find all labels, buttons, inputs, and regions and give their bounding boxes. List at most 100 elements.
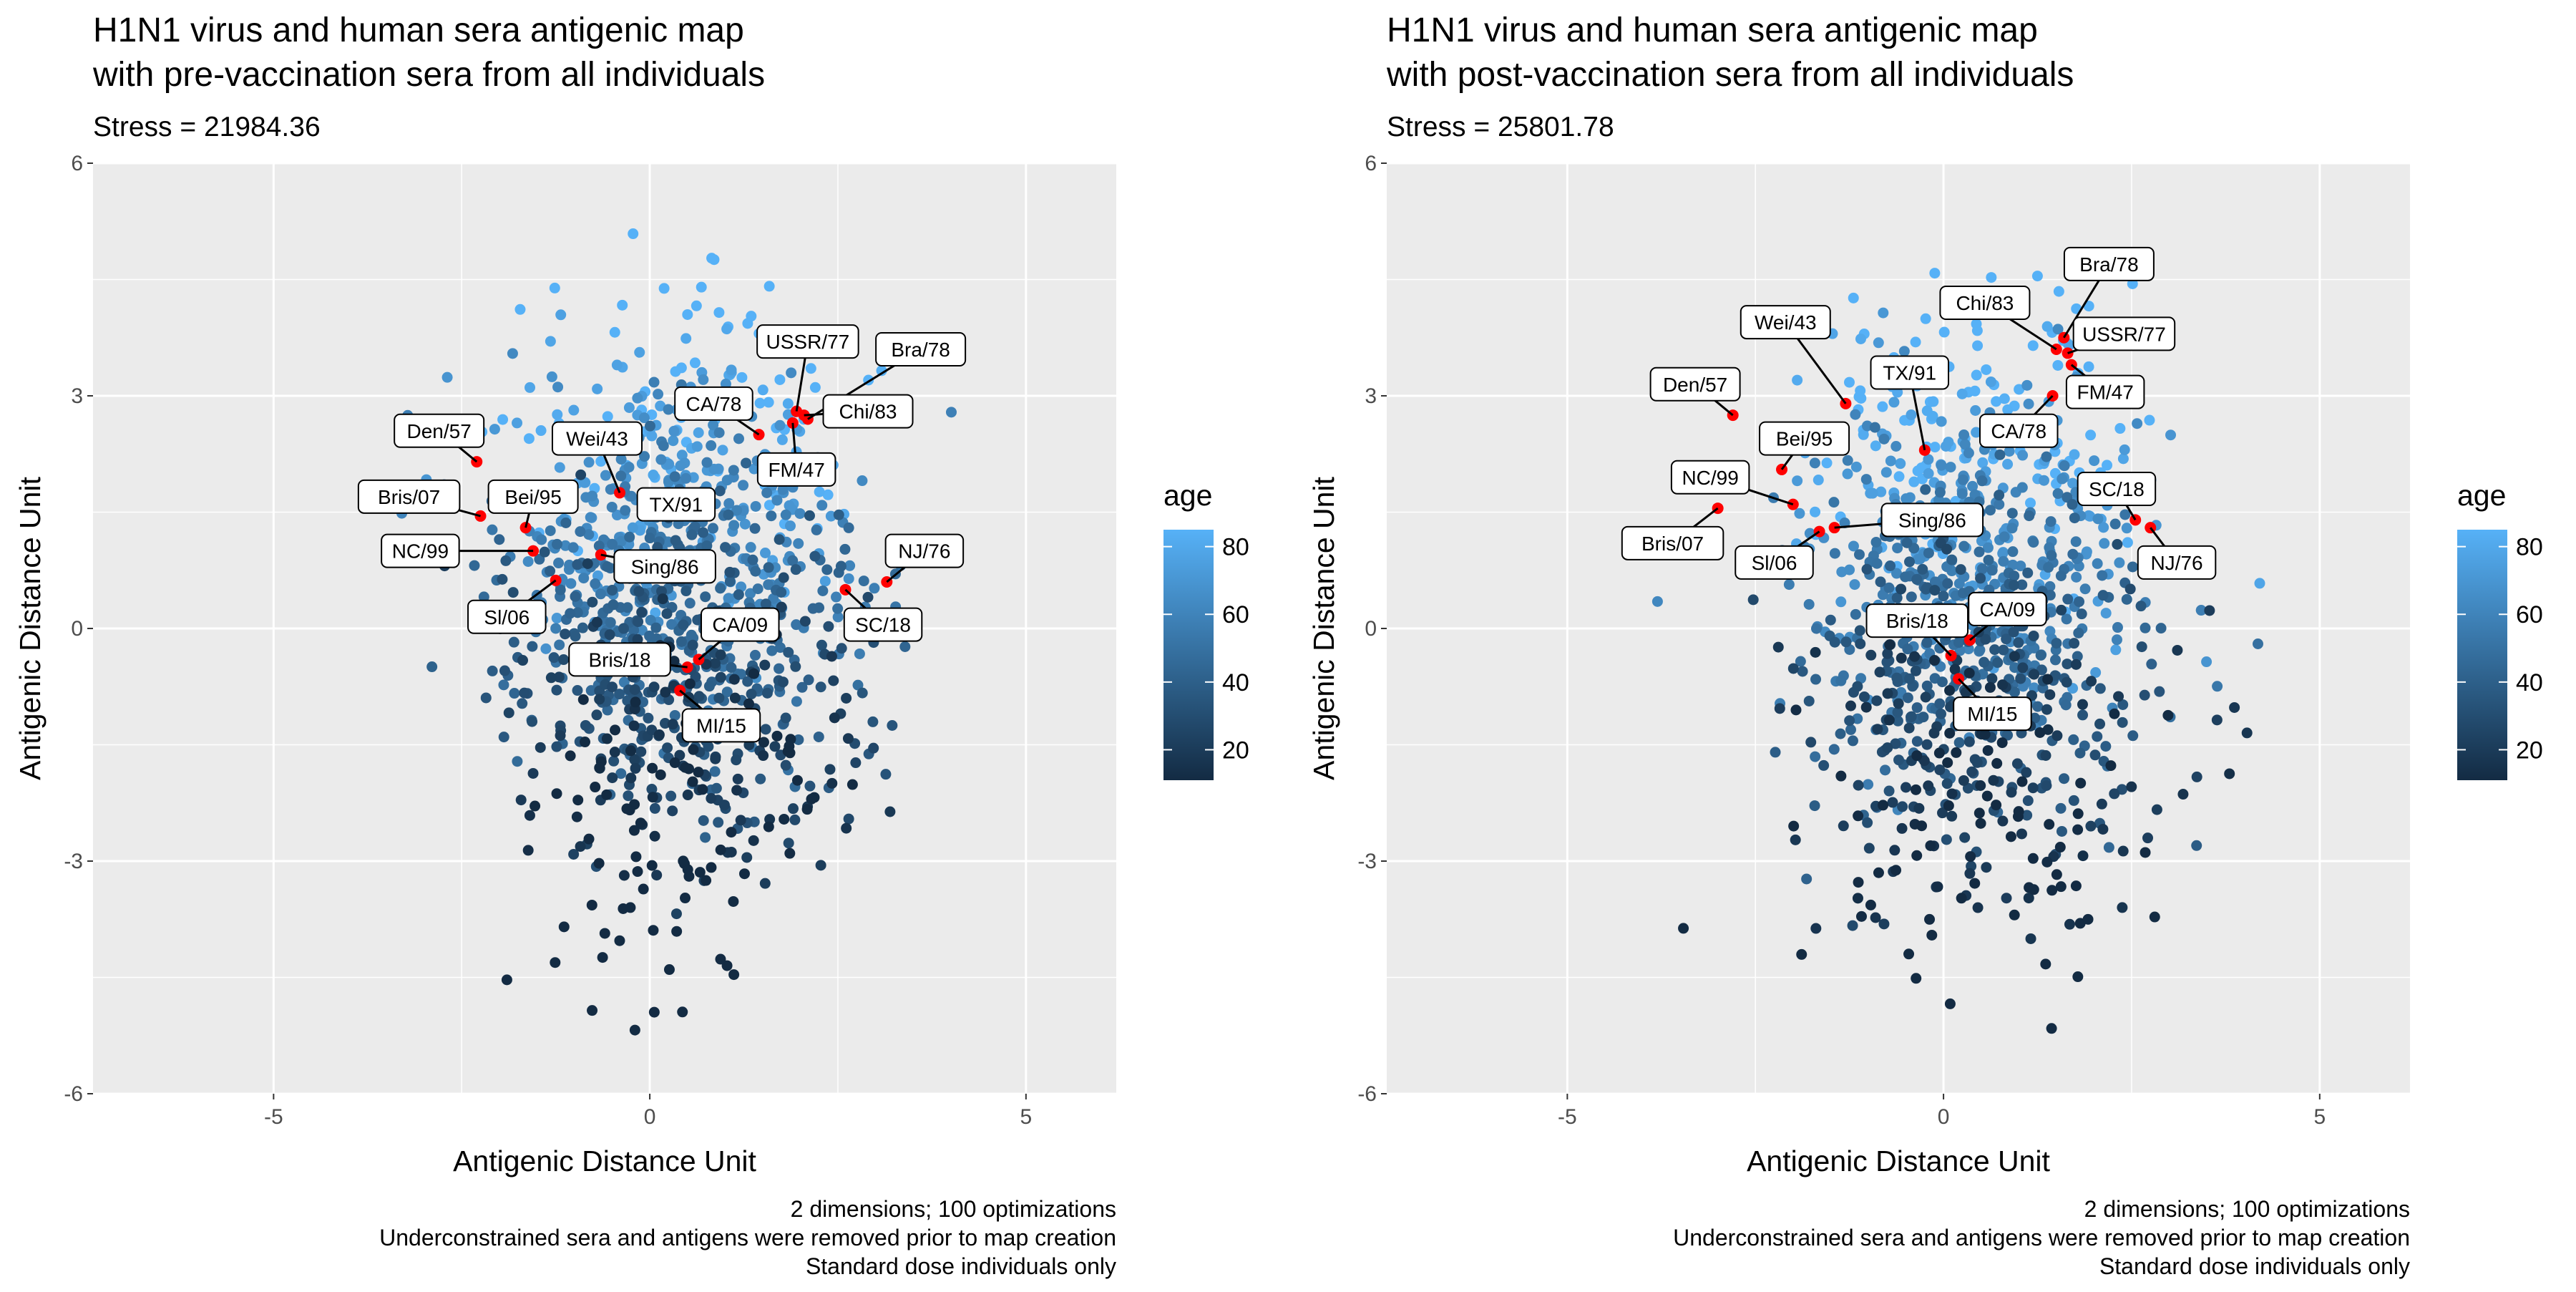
serum-point	[634, 346, 645, 358]
serum-point	[545, 565, 556, 577]
serum-point	[814, 602, 825, 613]
serum-point	[667, 719, 678, 730]
serum-point	[629, 684, 640, 695]
antigen-label: Bei/95	[1776, 428, 1833, 450]
serum-point	[2017, 450, 2029, 461]
serum-point	[2061, 676, 2072, 688]
serum-point	[480, 692, 492, 704]
serum-point	[1797, 666, 1808, 677]
serum-point	[515, 795, 527, 806]
serum-point	[2044, 689, 2056, 700]
serum-point	[669, 471, 680, 482]
serum-point	[1923, 467, 1934, 479]
serum-point	[600, 470, 611, 481]
antigen-label-box	[551, 421, 643, 456]
serum-point	[1870, 440, 1881, 452]
serum-point	[2035, 649, 2046, 661]
serum-point	[2114, 557, 2125, 568]
antigen-label: FM/47	[2077, 382, 2133, 404]
serum-point	[826, 777, 838, 789]
serum-point	[2021, 810, 2033, 821]
serum-point	[582, 558, 593, 570]
serum-point	[1896, 652, 1907, 664]
serum-point	[748, 463, 760, 475]
serum-point	[1840, 636, 1852, 648]
y-tick-label: 0	[71, 617, 83, 641]
serum-point	[1900, 571, 1911, 583]
serum-point	[1838, 820, 1849, 832]
serum-point	[1921, 637, 1933, 649]
serum-point	[611, 359, 623, 371]
serum-point	[1911, 750, 1923, 762]
serum-point	[499, 665, 510, 676]
serum-point	[1949, 664, 1961, 675]
serum-point	[1997, 815, 2009, 827]
serum-point	[2229, 701, 2240, 713]
serum-point	[1844, 564, 1855, 575]
serum-point	[814, 486, 825, 497]
serum-point	[1842, 455, 1853, 466]
serum-point	[1982, 744, 1994, 756]
serum-point	[583, 457, 595, 468]
serum-point	[803, 674, 814, 686]
serum-point	[1914, 553, 1926, 565]
serum-point	[646, 430, 658, 442]
serum-point	[749, 523, 761, 534]
serum-point	[2042, 724, 2054, 735]
serum-point	[1790, 704, 1802, 716]
serum-point	[632, 633, 643, 645]
serum-point	[824, 764, 836, 775]
serum-point	[801, 804, 813, 815]
serum-point	[718, 800, 730, 811]
serum-point	[2055, 802, 2067, 814]
serum-point	[793, 734, 804, 745]
serum-point	[1963, 736, 1975, 747]
serum-point	[682, 864, 693, 875]
serum-point	[700, 591, 711, 603]
serum-point	[604, 629, 615, 641]
serum-point	[729, 692, 741, 704]
serum-point	[899, 641, 911, 652]
serum-point	[1882, 648, 1893, 659]
serum-point	[517, 655, 529, 666]
serum-point	[627, 522, 638, 533]
serum-point	[1892, 706, 1903, 718]
serum-point	[2029, 669, 2040, 680]
serum-point	[687, 776, 698, 787]
serum-point	[2009, 570, 2020, 582]
serum-point	[2097, 590, 2109, 601]
serum-point	[2097, 823, 2109, 835]
serum-point	[2050, 654, 2062, 666]
serum-point	[701, 875, 712, 886]
serum-point	[649, 802, 660, 814]
serum-point	[2070, 536, 2082, 548]
serum-point	[757, 384, 769, 396]
serum-point	[763, 579, 774, 591]
serum-point	[1971, 427, 1982, 438]
serum-point	[669, 709, 680, 721]
serum-point	[822, 489, 834, 500]
serum-point	[1972, 340, 1984, 351]
serum-point	[469, 560, 480, 571]
antigen-label-box	[756, 324, 859, 359]
serum-point	[548, 652, 560, 664]
serum-point	[1747, 594, 1759, 606]
serum-point	[628, 228, 639, 240]
serum-point	[587, 1005, 598, 1016]
serum-point	[617, 299, 628, 311]
serum-point	[2077, 709, 2089, 721]
serum-point	[633, 616, 644, 628]
serum-point	[629, 1024, 640, 1036]
serum-point	[703, 741, 714, 752]
legend-title: age	[2457, 479, 2506, 512]
serum-point	[498, 679, 509, 691]
serum-point	[697, 784, 708, 795]
serum-point	[1936, 676, 1948, 688]
serum-point	[1997, 679, 2009, 691]
serum-point	[686, 629, 697, 641]
serum-point	[1847, 735, 1858, 747]
antigen-layer: Bra/78 Chi/83 USSR/77 FM/47 Wei/43 TX/91 Den/5…	[1621, 246, 2217, 732]
serum-point	[1870, 912, 1881, 923]
serum-point	[658, 283, 670, 294]
antigen-label: Bra/78	[891, 339, 950, 361]
